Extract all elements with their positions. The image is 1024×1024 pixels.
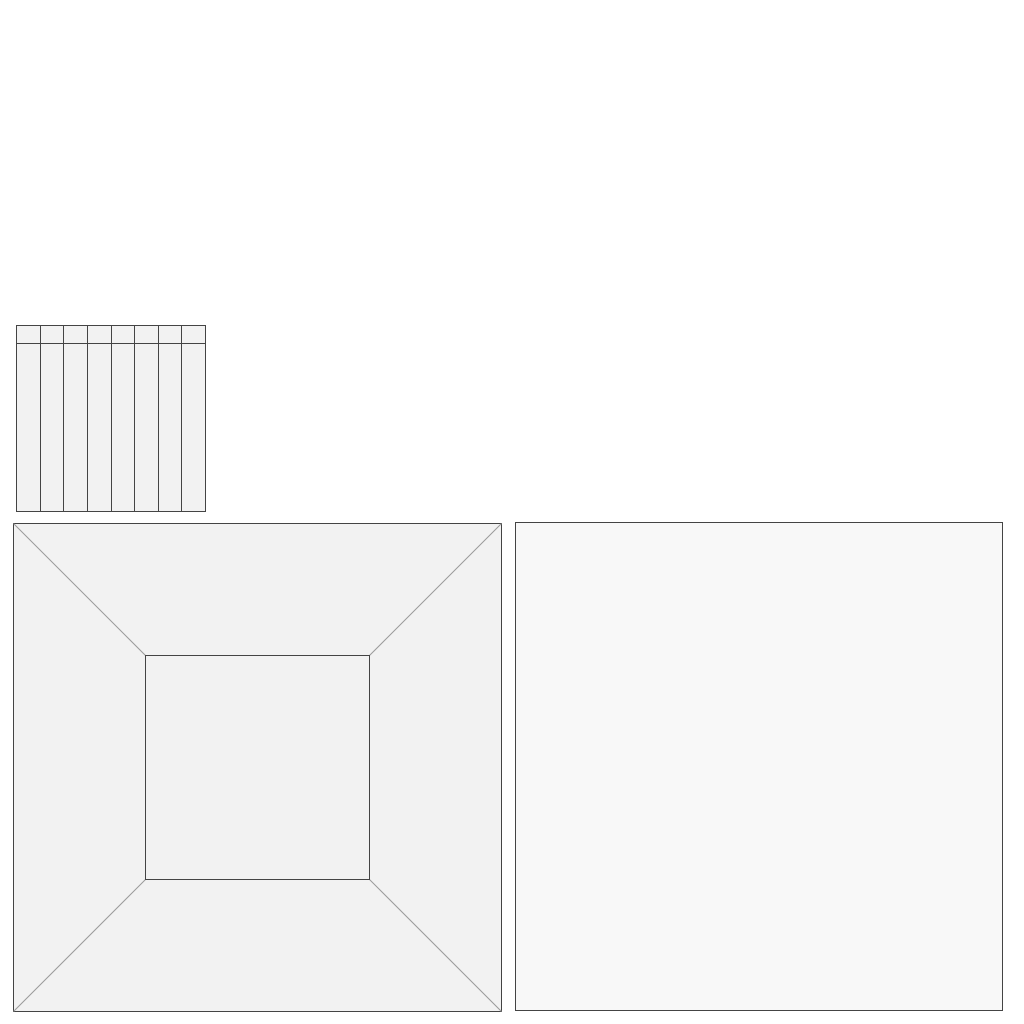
room-inner-square — [145, 655, 370, 880]
empty-panel — [515, 522, 1003, 1011]
room-diagonal-bottom-right — [369, 879, 502, 1012]
room-diagonal-top-left — [13, 523, 146, 656]
room-diagonal-top-right — [369, 523, 502, 656]
column-grid-diagram — [16, 325, 206, 512]
perspective-room-diagram — [13, 523, 502, 1012]
room-diagonal-bottom-left — [13, 879, 146, 1012]
